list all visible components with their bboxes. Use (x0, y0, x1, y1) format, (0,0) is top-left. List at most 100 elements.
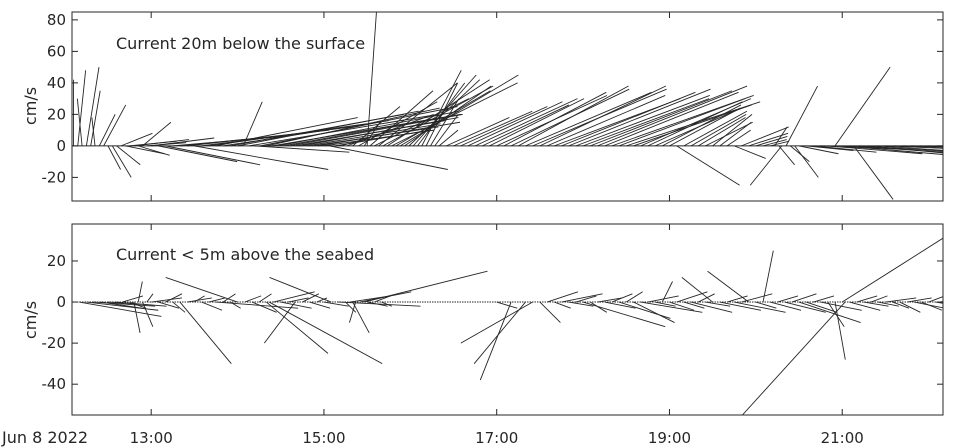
current-stick (263, 301, 296, 344)
current-stick (647, 295, 679, 303)
current-stick (683, 110, 748, 147)
x-tick-label: 17:00 (475, 429, 518, 447)
current-stick (669, 301, 695, 311)
current-stick (661, 281, 673, 303)
current-stick (467, 101, 563, 147)
current-stick (158, 301, 180, 309)
current-stick (269, 301, 383, 365)
current-stick (208, 297, 226, 303)
current-stick (194, 295, 205, 303)
x-axis-tick-labels: 13:00 15:00 17:00 19:00 21:00 (130, 429, 864, 447)
current-stick (597, 297, 623, 303)
current-stick (849, 301, 881, 311)
current-stick (266, 107, 440, 147)
current-stick (446, 117, 510, 147)
current-stick (906, 297, 932, 303)
current-stick (129, 301, 147, 309)
current-stick (111, 145, 132, 178)
current-stick (712, 114, 753, 147)
y-tick-label: -40 (42, 375, 67, 393)
y-tick-label: -20 (42, 334, 67, 352)
current-stick (273, 291, 315, 303)
current-stick (249, 113, 439, 147)
current-stick (676, 145, 740, 186)
current-stick (741, 126, 789, 147)
current-stick (244, 295, 262, 303)
current-stick (374, 98, 470, 147)
current-stick (582, 98, 710, 147)
current-stick (280, 301, 312, 309)
current-stick (251, 301, 277, 313)
current-stick (323, 301, 349, 307)
current-stick (364, 270, 488, 303)
current-stick (363, 122, 381, 147)
current-stick (482, 104, 570, 147)
current-stick (172, 301, 186, 313)
current-stick (125, 145, 165, 155)
current-stick (352, 106, 401, 147)
current-stick (575, 95, 710, 147)
current-stick (283, 117, 442, 147)
current-stick (460, 106, 548, 147)
x-tick-label: 13:00 (130, 429, 173, 447)
current-stick (611, 293, 633, 303)
current-stick (98, 114, 116, 147)
current-stick (827, 145, 923, 155)
current-stick (266, 301, 329, 354)
current-stick (179, 301, 232, 364)
current-stick (690, 301, 733, 313)
current-stick (473, 301, 526, 364)
current-stick (438, 129, 459, 147)
current-stick (316, 297, 328, 303)
current-stick (755, 135, 788, 147)
current-stick (103, 104, 127, 147)
current-stick (798, 301, 861, 324)
current-stick (352, 301, 370, 334)
current-stick (798, 145, 839, 155)
current-stick (138, 145, 170, 156)
current-stick (378, 82, 458, 147)
current-stick (425, 82, 459, 147)
current-stick (794, 145, 819, 178)
current-stick (633, 301, 675, 323)
current-stick (878, 301, 899, 307)
x-axis-ticks (150, 12, 843, 201)
current-stick (590, 90, 733, 147)
current-stick (546, 95, 666, 147)
current-stick (618, 98, 746, 147)
current-stick (395, 90, 491, 147)
current-stick (561, 293, 603, 303)
current-stick (640, 301, 703, 313)
x-tick-label: 19:00 (648, 429, 691, 447)
y-axis-label: cm/s (21, 301, 40, 339)
current-stick (215, 301, 299, 309)
current-stick (590, 301, 607, 313)
current-stick (215, 117, 358, 147)
current-stick (460, 301, 533, 344)
current-stick (525, 91, 652, 147)
current-stick (885, 145, 943, 149)
current-stick (367, 301, 388, 307)
current-stick (369, 90, 434, 147)
current-stick (885, 297, 917, 303)
current-stick (434, 114, 459, 147)
current-stick (260, 106, 458, 147)
current-stick (654, 301, 676, 307)
current-stick (604, 301, 636, 309)
current-stick (856, 295, 878, 303)
current-stick (391, 82, 518, 147)
current-stick (834, 66, 891, 147)
current-stick (762, 250, 774, 303)
current-stick (146, 293, 154, 303)
current-stick (417, 82, 466, 147)
current-stick (374, 295, 391, 303)
current-stick (755, 301, 777, 309)
current-stick (306, 123, 441, 147)
current-stick (430, 98, 460, 147)
current-stick (120, 132, 153, 147)
current-stick (222, 293, 236, 303)
current-stick (194, 145, 329, 170)
current-stick (827, 301, 845, 327)
current-stick (647, 101, 743, 147)
